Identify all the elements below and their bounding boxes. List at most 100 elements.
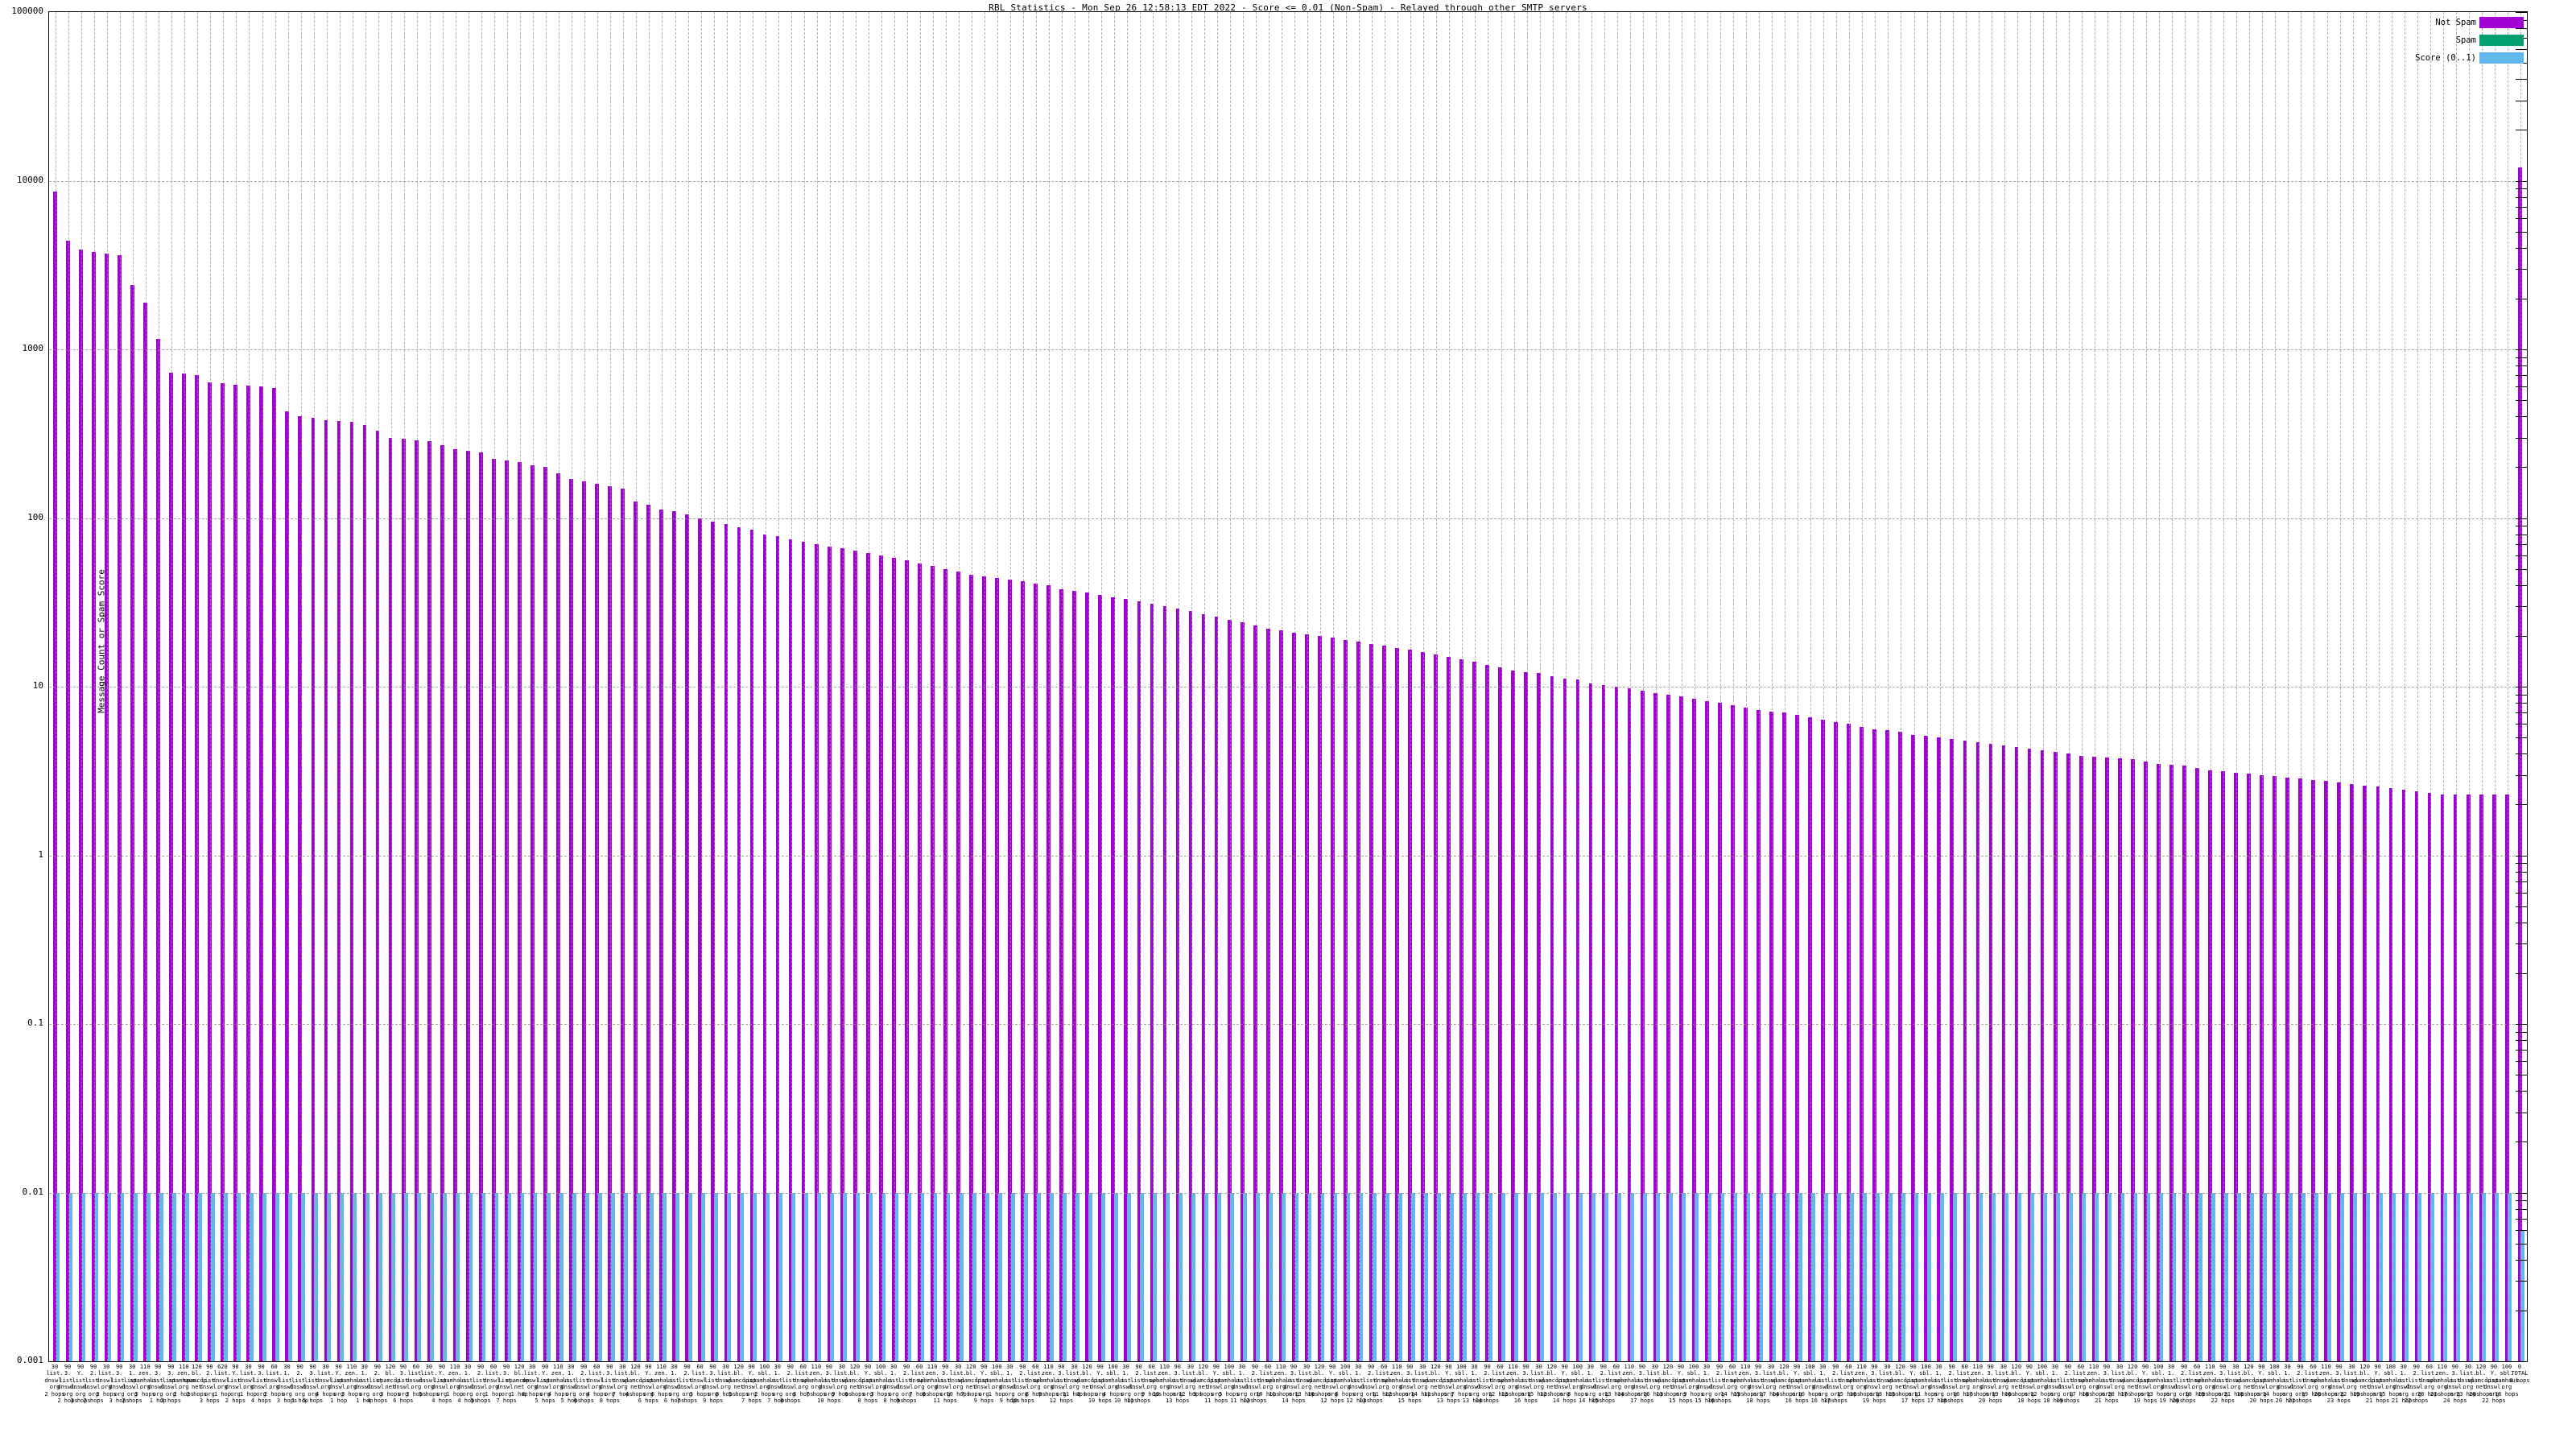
x-tick-label: 30 list. dnswl. org 3 hops bbox=[96, 1364, 117, 1397]
bar-not-spam bbox=[1885, 730, 1890, 1361]
y-tick-right-minor bbox=[2516, 568, 2523, 570]
bar-not-spam bbox=[169, 372, 173, 1361]
bar-score bbox=[1372, 1192, 1377, 1361]
bar-not-spam bbox=[1344, 639, 1348, 1361]
bar-not-spam bbox=[1601, 685, 1606, 1361]
bar-score bbox=[2107, 1192, 2112, 1361]
y-tick-right-minor bbox=[2516, 1229, 2523, 1231]
x-tick-label: 90 3. list. dnswl. org 22 hops bbox=[2211, 1364, 2235, 1405]
bar-score bbox=[2469, 1192, 2474, 1361]
bar-score bbox=[856, 1192, 861, 1361]
x-tick-label: 90 3. list. dnswl. org 10 hops bbox=[817, 1364, 841, 1405]
bar-series bbox=[49, 12, 2527, 1361]
bar-not-spam bbox=[1860, 726, 1864, 1361]
x-tick-label: 120 bl. spamcop. net 3 hops bbox=[376, 1364, 404, 1397]
y-tick-right-minor bbox=[2516, 269, 2523, 270]
bar-not-spam bbox=[2182, 766, 2186, 1361]
bar-score bbox=[610, 1192, 615, 1361]
bar-not-spam bbox=[2440, 794, 2445, 1361]
x-tick-label: 90 3. list. dnswl. org 19 hops bbox=[1862, 1364, 1887, 1405]
x-tick-label: 30 1. list. dnswl. org 14 hops bbox=[1578, 1364, 1603, 1405]
y-tick-minor bbox=[2520, 63, 2527, 64]
bar-score bbox=[2185, 1192, 2190, 1361]
legend-swatch bbox=[2479, 34, 2524, 46]
bar-score bbox=[623, 1192, 628, 1361]
bar-score bbox=[327, 1192, 331, 1361]
bar-not-spam bbox=[1575, 679, 1580, 1361]
bar-score bbox=[546, 1192, 551, 1361]
bar-score bbox=[1475, 1192, 1480, 1361]
y-tick-right-minor bbox=[2516, 1031, 2523, 1033]
bar-not-spam bbox=[904, 560, 909, 1361]
bar-score bbox=[120, 1192, 125, 1361]
y-tick-right-minor bbox=[2516, 804, 2523, 806]
x-tick-label: 90 2. list. dnswl. org 8 hops bbox=[780, 1364, 801, 1405]
y-tick-right-minor bbox=[2516, 1208, 2523, 1210]
bar-score bbox=[2043, 1192, 2048, 1361]
x-tick-label: 120 bl. spamcop. net 20 hops bbox=[2467, 1364, 2495, 1397]
x-tick-label: 110 zen. spamhaus. org 9 hops bbox=[1033, 1364, 1064, 1397]
bar-score bbox=[1243, 1192, 1248, 1361]
y-tick-minor bbox=[2520, 400, 2527, 402]
bar-not-spam bbox=[737, 527, 741, 1361]
bar-score bbox=[197, 1192, 202, 1361]
y-tick-minor bbox=[2520, 863, 2527, 865]
bar-score bbox=[2353, 1192, 2357, 1361]
bar-not-spam bbox=[2221, 771, 2225, 1361]
x-tick-label: 60 list. dnswl. org 16 hops bbox=[1952, 1364, 1977, 1397]
bar-not-spam bbox=[1034, 583, 1038, 1361]
bar-score bbox=[2172, 1192, 2177, 1361]
x-tick-label: 30 1. list. dnswl. org 6 hops bbox=[663, 1364, 685, 1405]
x-tick-label: 60 list. dnswl. org 7 hops bbox=[909, 1364, 930, 1397]
bar-not-spam bbox=[1950, 738, 1955, 1361]
bar-score bbox=[184, 1192, 189, 1361]
bar-not-spam bbox=[401, 439, 406, 1361]
bar-not-spam bbox=[1653, 692, 1657, 1361]
bar-not-spam bbox=[91, 251, 96, 1361]
bar-not-spam bbox=[608, 485, 613, 1361]
bar-not-spam bbox=[1408, 650, 1412, 1361]
x-tick-label: 30 1. list. dnswl. org 15 hops bbox=[1695, 1364, 1719, 1405]
bar-score bbox=[275, 1192, 279, 1361]
bar-score bbox=[430, 1192, 435, 1361]
bar-not-spam bbox=[2117, 758, 2122, 1361]
legend-label: Not Spam bbox=[2435, 17, 2476, 27]
y-tick-minor bbox=[2520, 269, 2527, 270]
x-tick-label: 90 2. list. dnswl. org 18 hops bbox=[1939, 1364, 1964, 1405]
bar-not-spam bbox=[1795, 715, 1799, 1361]
y-tick-right-minor bbox=[2516, 543, 2523, 545]
x-tick-label: 90 2. list. dnswl. org 5 hops bbox=[470, 1364, 491, 1405]
x-tick-label: 110 zen. spamhaus. org 8 hops bbox=[917, 1364, 948, 1397]
x-tick-label: 110 zen. spamhaus. org 15 hops bbox=[1730, 1364, 1761, 1397]
y-tick-right-minor bbox=[2516, 1218, 2523, 1220]
bar-score bbox=[959, 1192, 964, 1361]
x-tick-label: 60 list. dnswl. org 20 hops bbox=[2417, 1364, 2442, 1397]
y-tick-right-minor bbox=[2516, 694, 2523, 696]
x-tick-label: 90 2. list. dnswl. org 15 hops bbox=[1591, 1364, 1616, 1405]
bar-not-spam bbox=[917, 563, 922, 1361]
bar-not-spam bbox=[1640, 690, 1645, 1361]
bar-score bbox=[417, 1192, 422, 1361]
x-tick-label: 110 zen. spamhaus. org 5 hops bbox=[130, 1364, 161, 1397]
x-tick-label: 30 list. dnswl. org 8 hops bbox=[715, 1364, 737, 1397]
bar-not-spam bbox=[1975, 741, 1980, 1361]
x-tick-label: 30 list. dnswl. org 19 hops bbox=[1991, 1364, 2016, 1397]
x-tick-label: 120 bl. spamcop. net 8 hops bbox=[1073, 1364, 1101, 1397]
bar-score bbox=[1436, 1192, 1441, 1361]
legend-swatch bbox=[2479, 16, 2524, 28]
x-tick-label: 90 3. list. dnswl. org 9 hops bbox=[702, 1364, 724, 1405]
bar-not-spam bbox=[259, 386, 264, 1361]
bar-score bbox=[481, 1192, 486, 1361]
bar-score bbox=[1359, 1192, 1364, 1361]
x-tick-label: 60 list. dnswl. org 15 hops bbox=[1836, 1364, 1861, 1397]
bar-not-spam bbox=[956, 572, 960, 1361]
x-tick-label: 100 sbl. spamhaus. org 4 hops bbox=[1097, 1364, 1129, 1397]
x-tick-label: 90 3. list. dnswl. org 23 hops bbox=[2326, 1364, 2351, 1405]
x-tick-label: 100 sbl. spamhaus. org 3 hops bbox=[865, 1364, 896, 1397]
y-tick-right-minor bbox=[2516, 196, 2523, 198]
bar-score bbox=[1604, 1192, 1609, 1361]
bar-score bbox=[443, 1192, 448, 1361]
x-tick-label: 620 list. dnswl. org 1 hop bbox=[212, 1364, 233, 1397]
bar-score bbox=[404, 1192, 409, 1361]
x-tick-label: 90 3. list. dnswl. org 4 hops bbox=[250, 1364, 272, 1405]
